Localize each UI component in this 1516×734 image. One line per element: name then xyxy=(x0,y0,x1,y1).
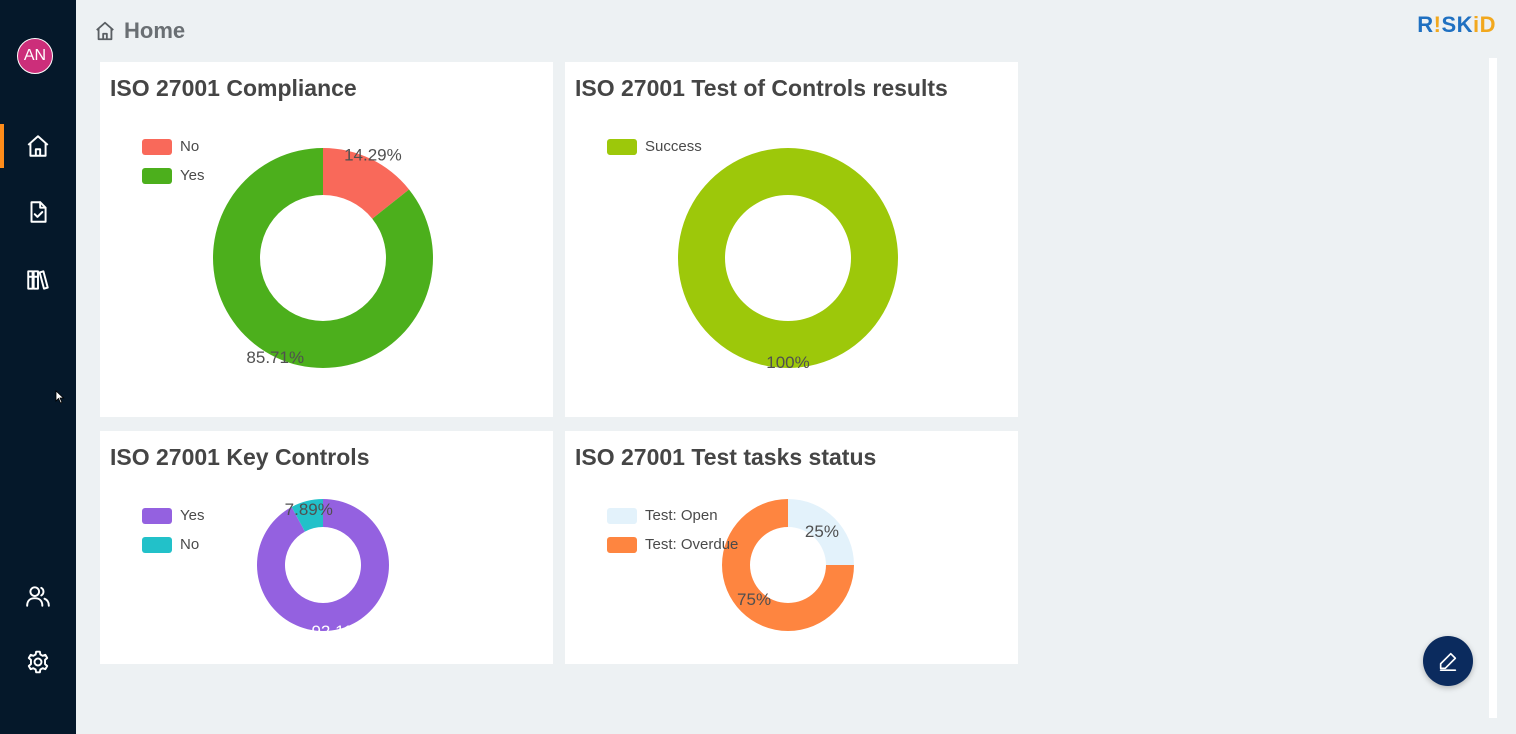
data-label: 7.89% xyxy=(285,500,333,519)
donut-slice-test-overdue[interactable] xyxy=(722,499,854,631)
donut-chart: 14.29% 85.71% xyxy=(213,145,433,368)
card-title: ISO 27001 Test of Controls results xyxy=(575,75,948,101)
chart-legend: Test: Open Test: Overdue xyxy=(607,501,738,559)
sidebar-item-home[interactable] xyxy=(0,124,76,168)
donut-slice-test-open[interactable] xyxy=(788,499,854,565)
sidebar-item-library[interactable] xyxy=(0,258,76,302)
sidebar-item-users[interactable] xyxy=(0,574,76,618)
breadcrumb[interactable]: Home xyxy=(94,18,185,44)
donut-slice-no[interactable] xyxy=(291,499,323,532)
legend-swatch xyxy=(607,138,637,155)
card-key-controls: ISO 27001 Key Controls 92.11% 7.89% Yes No xyxy=(100,431,553,664)
donut-slice-no[interactable] xyxy=(323,148,410,219)
legend-item[interactable]: Success xyxy=(607,132,702,161)
brand-logo: R!SKiD xyxy=(1417,12,1496,37)
library-icon xyxy=(27,270,49,290)
donut-slice-success[interactable] xyxy=(677,148,898,368)
legend-label: No xyxy=(180,138,200,155)
legend-item[interactable]: No xyxy=(142,132,204,161)
chart-legend: Success xyxy=(607,132,702,161)
legend-swatch xyxy=(142,507,172,524)
legend-swatch xyxy=(607,507,637,524)
page-title: Home xyxy=(124,18,186,43)
legend-item[interactable]: Test: Open xyxy=(607,501,738,530)
donut-chart: 25% 75% xyxy=(722,499,854,631)
sidebar: AN xyxy=(0,0,76,734)
card-title: ISO 27001 Compliance xyxy=(110,75,357,101)
legend-item[interactable]: Test: Overdue xyxy=(607,530,738,559)
donut-slice-yes[interactable] xyxy=(257,499,390,631)
home-icon xyxy=(96,21,114,41)
card-test-tasks-status: ISO 27001 Test tasks status 25% 75% Test:… xyxy=(565,431,1018,664)
edit-pen-icon xyxy=(1439,652,1457,671)
donut-chart: 100% xyxy=(677,148,898,372)
card-compliance: ISO 27001 Compliance 14.29% 85.71% No Yes xyxy=(100,62,553,417)
legend-swatch xyxy=(142,536,172,553)
sidebar-item-tasks[interactable] xyxy=(0,190,76,234)
data-label: 85.71% xyxy=(246,348,304,367)
legend-swatch xyxy=(142,138,172,155)
legend-label: Test: Overdue xyxy=(645,536,739,553)
chart-legend: No Yes xyxy=(142,132,204,190)
data-label: 14.29% xyxy=(344,145,402,164)
scrollbar[interactable] xyxy=(1489,58,1497,718)
mouse-cursor-icon xyxy=(55,390,65,404)
legend-label: Yes xyxy=(180,507,205,524)
legend-label: No xyxy=(180,536,200,553)
legend-item[interactable]: Yes xyxy=(142,161,204,190)
legend-label: Success xyxy=(645,138,702,155)
data-label: 75% xyxy=(737,590,771,609)
legend-swatch xyxy=(142,167,172,184)
legend-item[interactable]: Yes xyxy=(142,501,204,530)
avatar[interactable]: AN xyxy=(17,38,53,74)
home-icon xyxy=(27,135,49,157)
card-test-of-controls: ISO 27001 Test of Controls results 100% … xyxy=(565,62,1018,417)
settings-icon xyxy=(27,650,49,674)
donut-chart: 92.11% 7.89% xyxy=(257,499,390,641)
data-label: 100% xyxy=(766,353,809,372)
chart-legend: Yes No xyxy=(142,501,204,559)
sidebar-item-settings[interactable] xyxy=(0,640,76,684)
legend-swatch xyxy=(607,536,637,553)
data-label: 25% xyxy=(805,522,839,541)
card-title: ISO 27001 Key Controls xyxy=(110,444,370,470)
legend-item[interactable]: No xyxy=(142,530,204,559)
data-label: 92.11% xyxy=(311,622,367,641)
edit-button[interactable] xyxy=(1423,636,1473,686)
card-title: ISO 27001 Test tasks status xyxy=(575,444,877,470)
users-icon xyxy=(26,586,50,607)
legend-label: Yes xyxy=(180,167,205,184)
task-check-icon xyxy=(30,201,47,223)
legend-label: Test: Open xyxy=(645,507,718,524)
donut-slice-yes[interactable] xyxy=(213,148,433,368)
